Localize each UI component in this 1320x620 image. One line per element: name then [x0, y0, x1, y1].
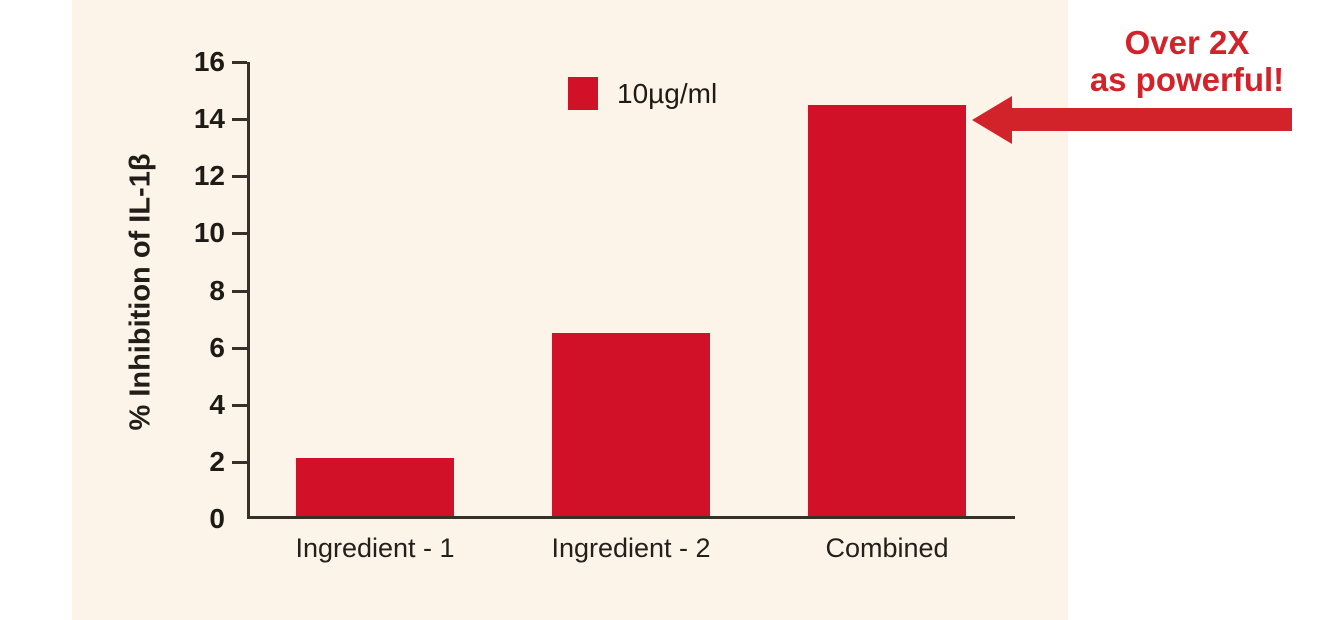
y-tick-label: 8 — [209, 274, 225, 306]
y-tick-label: 0 — [209, 503, 225, 534]
callout-line2: as powerful! — [1089, 61, 1285, 98]
callout-line1: Over 2X — [1124, 24, 1250, 61]
y-tick-mark — [232, 460, 247, 464]
y-tick-label: 4 — [209, 388, 225, 420]
y-axis-title: % Inhibition of IL-1β — [124, 153, 157, 431]
bar-ingredient-2 — [552, 333, 710, 519]
x-axis-label: Ingredient - 1 — [295, 533, 455, 563]
y-tick-mark — [232, 232, 247, 236]
arrow-left-icon — [972, 96, 1012, 144]
y-tick-mark — [232, 118, 247, 122]
x-axis-label: Ingredient - 2 — [551, 533, 711, 563]
y-tick-label: 14 — [193, 103, 225, 135]
y-tick-mark — [232, 61, 247, 64]
y-tick-mark — [232, 403, 247, 407]
y-tick-mark — [232, 175, 247, 179]
y-tick-mark — [232, 289, 247, 293]
x-axis-label: Combined — [825, 533, 949, 563]
legend-swatch-icon — [568, 77, 598, 110]
y-tick-label: 2 — [209, 445, 225, 477]
legend-label: 10µg/ml — [617, 77, 718, 109]
callout-text: Over 2X as powerful! — [1063, 24, 1311, 98]
y-tick-mark — [232, 346, 247, 350]
bar-ingredient-1 — [296, 457, 454, 519]
legend: 10µg/ml — [568, 77, 717, 110]
y-tick-label: 12 — [193, 160, 225, 192]
y-tick-label: 16 — [193, 46, 225, 77]
arrow-shaft — [1008, 108, 1292, 131]
y-tick-label: 6 — [209, 331, 225, 363]
bar-combined — [808, 104, 966, 519]
y-tick-label: 10 — [193, 217, 225, 249]
